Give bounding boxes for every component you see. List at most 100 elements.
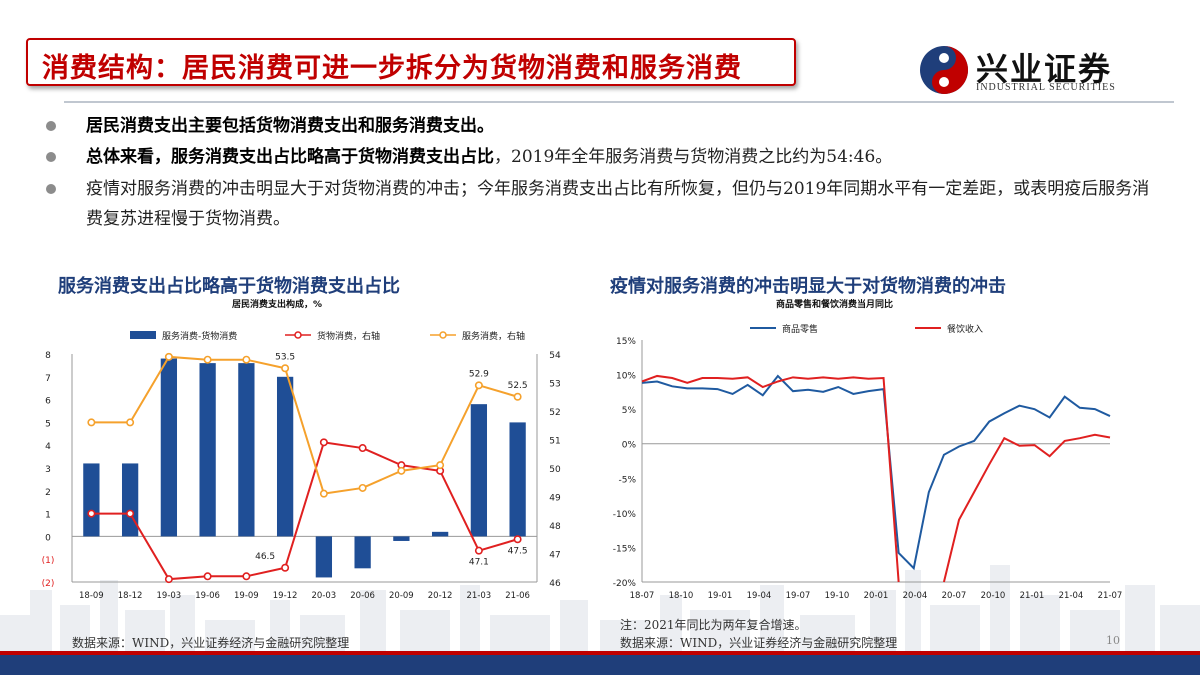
right-chart-source: 数据来源：WIND，兴业证券经济与金融研究院整理 (620, 636, 898, 650)
x-tick-label: 19-07 (786, 591, 811, 601)
bullet-1-bold: 居民消费支出主要包括货物消费支出和服务消费支出。 (86, 116, 494, 136)
right-y-tick: 50 (549, 465, 561, 475)
series-point (281, 563, 290, 572)
bar (354, 536, 371, 569)
bullet-3-rest: 疫情对服务消费的冲击明显大于对货物消费的冲击；今年服务消费支出占比有所恢复，但仍… (86, 179, 1150, 229)
data-label: 53.5 (275, 352, 295, 362)
skyline-decoration (0, 565, 1200, 655)
x-tick-label: 19-03 (157, 591, 182, 601)
bar (160, 358, 178, 537)
bullet-2-rest: ，2019年全年服务消费与货物消费之比约为54:46。 (494, 147, 893, 167)
bar (83, 463, 100, 537)
left-y-tick: 4 (45, 442, 51, 452)
series-point (474, 546, 483, 555)
x-tick-label: 20-07 (942, 591, 967, 601)
left-y-tick: 0 (45, 533, 51, 543)
bar (509, 422, 526, 537)
x-tick-label: 19-09 (234, 591, 259, 601)
legend-label-1: 餐饮收入 (947, 323, 983, 335)
data-label: 52.9 (469, 369, 489, 379)
x-tick-label: 20-04 (903, 591, 928, 601)
x-tick-label: 20-10 (981, 591, 1006, 601)
series-line-1 (91, 355, 518, 495)
bar (431, 531, 449, 537)
left-chart-title: 服务消费支出占比略高于货物消费支出占比 (58, 276, 400, 297)
bar (238, 363, 255, 537)
logo-mark-icon (920, 46, 968, 94)
right-chart-subtitle: 商品零售和餐饮消费当月同比 (776, 300, 894, 310)
bottom-bar (0, 655, 1200, 675)
bullet-dot-icon (46, 184, 56, 194)
right-y-tick: 52 (549, 408, 560, 418)
series-line-1 (641, 374, 900, 583)
data-label: 46.5 (255, 552, 275, 562)
x-tick-label: 18-12 (118, 591, 143, 601)
bullet-2: 总体来看，服务消费支出占比略高于货物消费支出占比，2019年全年服务消费与货物消… (46, 142, 1156, 172)
left-y-tick: 5 (45, 419, 51, 429)
series-point (281, 364, 290, 373)
series-line-0 (641, 374, 1111, 571)
left-y-tick: 2 (45, 488, 51, 498)
right-y-tick: 47 (549, 551, 560, 561)
right-y-tick: 46 (549, 579, 561, 589)
legend-label-0: 服务消费-货物消费 (162, 330, 237, 342)
legend-swatch-0 (130, 331, 156, 339)
y-tick-label: -5% (618, 475, 636, 485)
x-tick-label: 20-01 (864, 591, 889, 601)
series-line-0 (91, 441, 518, 581)
x-tick-label: 19-12 (273, 591, 298, 601)
x-tick-label: 20-09 (389, 591, 414, 601)
bar (121, 463, 139, 537)
bar (315, 536, 333, 578)
bar (276, 376, 294, 537)
bullet-dot-icon (46, 121, 56, 131)
right-chart-title: 疫情对服务消费的冲击明显大于对货物消费的冲击 (610, 276, 1006, 297)
left-chart-subtitle: 居民消费支出构成，% (232, 300, 323, 310)
legend-label-1: 货物消费，右轴 (317, 330, 380, 342)
series-point (474, 381, 483, 390)
y-tick-label: -10% (613, 510, 637, 520)
legend-marker-1 (294, 331, 302, 339)
bottom-accent-bar (0, 651, 1200, 655)
x-tick-label: 21-01 (1020, 591, 1045, 601)
series-point (126, 509, 135, 518)
title-box: 消费结构：居民消费可进一步拆分为货物消费和服务消费 (26, 38, 796, 86)
logo-text-cn: 兴业证券 (976, 50, 1113, 88)
left-chart-source: 数据来源：WIND，兴业证券经济与金融研究院整理 (72, 636, 350, 650)
series-point (397, 466, 406, 475)
right-y-tick: 53 (549, 380, 560, 390)
x-tick-label: 20-12 (428, 591, 453, 601)
series-point (242, 355, 251, 364)
series-point (164, 575, 173, 584)
bar (393, 536, 410, 541)
y-tick-label: -20% (613, 579, 637, 589)
series-point (358, 483, 367, 492)
x-tick-label: 21-03 (467, 591, 492, 601)
y-tick-label: 5% (622, 406, 637, 416)
x-tick-label: 21-06 (505, 591, 530, 601)
left-y-tick: (1) (42, 556, 55, 566)
left-y-tick: 6 (45, 397, 51, 407)
right-chart-note: 注：2021年同比为两年复合增速。 (620, 618, 807, 632)
x-tick-label: 21-07 (1098, 591, 1123, 601)
x-tick-label: 19-10 (825, 591, 850, 601)
series-point (203, 355, 212, 364)
logo-text-en: INDUSTRIAL SECURITIES (976, 82, 1116, 93)
divider (64, 101, 1174, 103)
series-point (319, 489, 328, 498)
y-tick-label: 0% (622, 441, 637, 451)
x-tick-label: 18-09 (79, 591, 104, 601)
data-label: 47.1 (469, 558, 489, 568)
bullet-dot-icon (46, 152, 56, 162)
legend-label-2: 服务消费，右轴 (462, 330, 525, 342)
page-title: 消费结构：居民消费可进一步拆分为货物消费和服务消费 (42, 53, 742, 84)
right-y-tick: 51 (549, 437, 560, 447)
x-tick-label: 19-01 (708, 591, 733, 601)
left-chart: 服务消费-货物消费 货物消费，右轴 服务消费，右轴876543210(1)(2)54… (42, 330, 561, 601)
legend-marker-2 (439, 331, 447, 339)
y-tick-label: 10% (616, 372, 636, 382)
series-point (126, 418, 135, 427)
left-y-tick: 7 (45, 374, 51, 384)
series-point (436, 461, 445, 470)
data-label: 47.5 (508, 546, 528, 556)
